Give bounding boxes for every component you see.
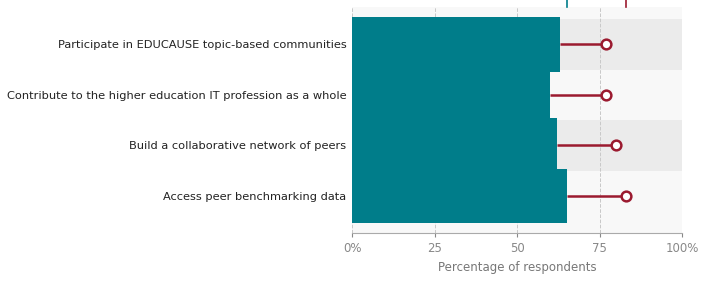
Bar <box>352 68 550 122</box>
Bar <box>352 120 683 171</box>
Bar <box>352 19 683 70</box>
Bar <box>352 17 560 72</box>
Bar <box>352 169 567 223</box>
Bar <box>352 118 557 173</box>
Bar <box>352 70 683 120</box>
X-axis label: Percentage of respondents: Percentage of respondents <box>438 261 597 274</box>
Bar <box>352 171 683 221</box>
